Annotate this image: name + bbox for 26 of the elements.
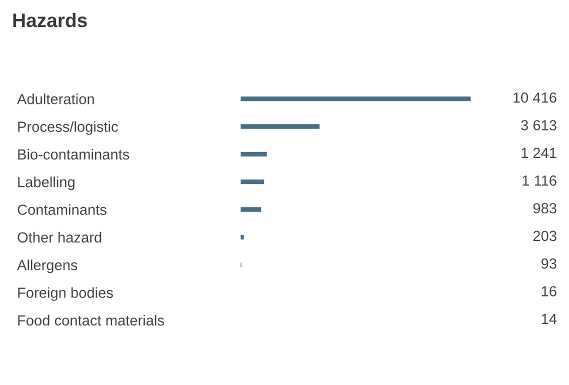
- data-label: 3 613: [521, 120, 556, 130]
- bar: [240, 233, 246, 241]
- bar: [240, 95, 472, 103]
- bar: [240, 178, 266, 186]
- data-label: 983: [533, 203, 556, 214]
- y-tick-label: Process/logistic: [18, 121, 118, 135]
- y-tick-label: Adulteration: [17, 94, 94, 104]
- bar: [240, 261, 243, 269]
- y-tick-label: Labelling: [18, 176, 74, 190]
- y-tick-label: Foreign bodies: [18, 287, 113, 301]
- bar: [240, 206, 263, 214]
- text: Hazards: [13, 12, 87, 28]
- data-label: 1 241: [522, 148, 556, 158]
- y-tick-label: Allergens: [17, 260, 78, 274]
- data-label: 203: [533, 230, 556, 242]
- data-label: 16: [542, 286, 556, 296]
- y-tick-label: Other hazard: [18, 232, 102, 243]
- data-label: 1 116: [522, 175, 556, 186]
- bar: [240, 150, 268, 158]
- data-label: 93: [541, 258, 556, 269]
- data-label: 10 416: [514, 92, 556, 103]
- y-tick-label: Food contact materials: [18, 314, 164, 326]
- y-tick-label: Bio-contaminants: [18, 148, 130, 160]
- data-label: 14: [542, 314, 557, 324]
- bar: [240, 122, 321, 130]
- y-tick-label: Contaminants: [18, 204, 106, 215]
